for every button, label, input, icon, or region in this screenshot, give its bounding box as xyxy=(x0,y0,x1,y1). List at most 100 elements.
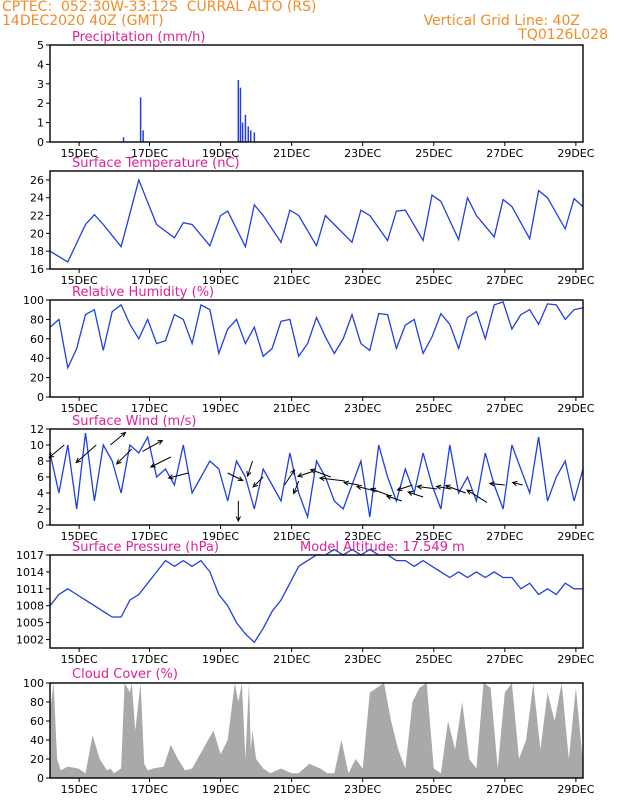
wind-arrow-head xyxy=(435,484,442,490)
cloud-plot-frame xyxy=(49,682,584,779)
wind-arrow-head xyxy=(396,486,403,492)
y-tick-label: 26 xyxy=(30,174,44,187)
precip-plot-frame xyxy=(49,44,584,143)
wind-arrow xyxy=(110,432,126,446)
x-tick-label: 25DEC xyxy=(415,783,452,796)
y-tick-label: 1017 xyxy=(16,549,44,562)
wind-arrow-head xyxy=(149,462,156,468)
wind-arrow xyxy=(227,472,243,481)
wind-arrow xyxy=(397,484,413,491)
temp-series-line xyxy=(49,177,584,263)
temp-panel: Surface Temperature (nC) 16 18 20 22 24 26 15DE… xyxy=(30,156,595,287)
y-tick-label: 0 xyxy=(37,772,44,785)
y-tick-label: 0 xyxy=(37,136,44,149)
y-tick-label: 20 xyxy=(30,372,44,385)
press-panel: Surface Pressure (hPa) Model Altitude: 17… xyxy=(16,540,595,666)
y-tick-label: 12 xyxy=(30,423,44,436)
x-tick-label: 21DEC xyxy=(273,530,310,543)
cloud-panel: Cloud Cover (%) 0 20 40 60 80 100 15DEC 17DEC 19D… xyxy=(23,667,595,796)
y-tick-label: 6 xyxy=(37,471,44,484)
wind-arrow-head xyxy=(252,482,259,488)
x-tick-label: 21DEC xyxy=(273,274,310,287)
x-tick-label: 29DEC xyxy=(557,653,594,666)
y-tick-label: 22 xyxy=(30,210,44,223)
rh-panel: Relative Humidity (%) 0 20 40 60 80 100 15DEC 17… xyxy=(23,285,595,415)
wind-arrow-head xyxy=(292,488,298,495)
y-tick-label: 8 xyxy=(37,455,44,468)
wind-arrow-head xyxy=(120,431,127,438)
precip-title: Precipitation (mm/h) xyxy=(72,30,205,45)
rh-plot-frame xyxy=(49,299,584,398)
x-tick-label: 17DEC xyxy=(131,530,168,543)
wind-arrow-head xyxy=(235,516,241,523)
wind-arrow-head xyxy=(246,470,252,478)
x-tick-label: 23DEC xyxy=(344,402,381,415)
wind-arrow-head xyxy=(511,481,518,487)
x-tick-label: 29DEC xyxy=(557,783,594,796)
header-run-time: 14DEC2020 40Z (GMT) xyxy=(2,13,164,29)
press-series-line xyxy=(49,548,583,644)
y-tick-label: 4 xyxy=(37,487,44,500)
wind-arrow-head xyxy=(75,457,82,464)
y-tick-label: 40 xyxy=(30,734,44,747)
y-tick-label: 20 xyxy=(30,753,44,766)
y-tick-label: 24 xyxy=(30,192,44,205)
wind-arrow-head xyxy=(167,474,174,480)
wind-arrow xyxy=(116,448,133,465)
wind-arrow xyxy=(247,460,254,477)
wind-series-line xyxy=(49,432,584,520)
y-tick-label: 1002 xyxy=(16,634,44,647)
wind-arrow xyxy=(142,439,163,452)
y-tick-label: 2 xyxy=(37,97,44,110)
wind-arrow-head xyxy=(370,487,377,493)
y-tick-label: 40 xyxy=(30,352,44,365)
y-tick-label: 80 xyxy=(30,696,44,709)
x-tick-label: 27DEC xyxy=(486,530,523,543)
wind-arrow xyxy=(310,469,331,478)
wind-arrow-head xyxy=(407,490,414,496)
x-tick-label: 15DEC xyxy=(61,783,98,796)
x-tick-label: 19DEC xyxy=(202,653,239,666)
wind-arrow-head xyxy=(416,484,423,490)
wind-arrow xyxy=(319,477,345,482)
x-tick-label: 21DEC xyxy=(273,653,310,666)
header-grid-line: Vertical Grid Line: 40Z xyxy=(423,13,580,29)
wind-arrow xyxy=(344,482,360,486)
y-tick-label: 3 xyxy=(37,78,44,91)
x-tick-label: 21DEC xyxy=(273,402,310,415)
wind-arrow-head xyxy=(296,472,303,478)
x-tick-label: 23DEC xyxy=(344,653,381,666)
x-tick-label: 21DEC xyxy=(273,147,310,160)
x-tick-label: 25DEC xyxy=(415,274,452,287)
press-title: Surface Pressure (hPa) xyxy=(72,540,219,555)
y-tick-label: 10 xyxy=(30,439,44,452)
wind-arrow xyxy=(168,472,189,479)
x-tick-label: 19DEC xyxy=(202,402,239,415)
x-tick-label: 25DEC xyxy=(415,402,452,415)
y-tick-label: 60 xyxy=(30,715,44,728)
x-tick-label: 19DEC xyxy=(202,147,239,160)
y-tick-label: 1008 xyxy=(16,600,44,613)
y-tick-label: 4 xyxy=(37,58,44,71)
y-tick-label: 100 xyxy=(23,294,44,307)
x-tick-label: 15DEC xyxy=(61,530,98,543)
x-tick-label: 23DEC xyxy=(344,147,381,160)
rh-title: Relative Humidity (%) xyxy=(72,285,214,300)
wind-arrow xyxy=(445,485,466,494)
x-tick-label: 17DEC xyxy=(131,147,168,160)
y-tick-label: 20 xyxy=(30,227,44,240)
y-tick-label: 2 xyxy=(37,503,44,516)
x-tick-label: 25DEC xyxy=(415,530,452,543)
wind-arrow xyxy=(466,489,488,504)
temp-title: Surface Temperature (nC) xyxy=(72,156,240,171)
header-code: TQ0126L028 xyxy=(518,27,608,43)
x-tick-label: 19DEC xyxy=(202,783,239,796)
x-tick-label: 21DEC xyxy=(273,783,310,796)
y-tick-label: 5 xyxy=(37,39,44,52)
y-tick-label: 16 xyxy=(30,263,44,276)
x-tick-label: 27DEC xyxy=(486,147,523,160)
wind-arrow-head xyxy=(115,459,122,465)
y-tick-label: 1005 xyxy=(16,617,44,630)
x-tick-label: 19DEC xyxy=(202,274,239,287)
